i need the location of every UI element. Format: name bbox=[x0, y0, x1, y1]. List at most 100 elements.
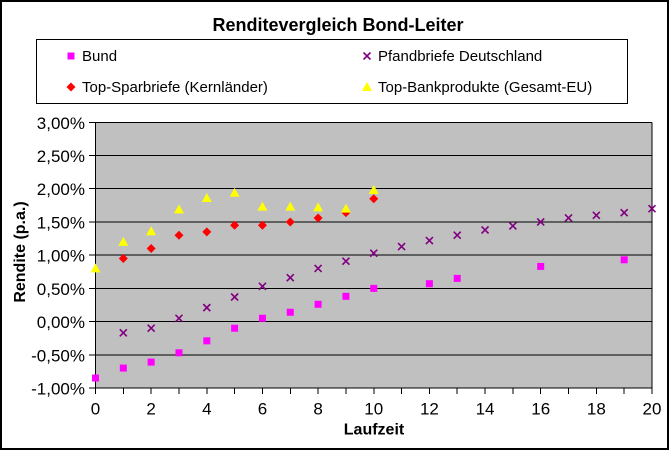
marker-square bbox=[67, 52, 75, 60]
x-tick-label: 8 bbox=[313, 400, 322, 419]
legend: Bund Pfandbriefe Deutschland Top-Sparbrief… bbox=[36, 39, 628, 104]
legend-item: Bund bbox=[64, 47, 117, 65]
marker-triangle bbox=[313, 202, 324, 212]
marker-triangle bbox=[90, 263, 101, 273]
marker-diamond bbox=[146, 244, 156, 254]
legend-diamond-icon bbox=[64, 80, 78, 94]
series-x bbox=[119, 204, 657, 337]
marker-diamond bbox=[285, 217, 295, 227]
x-tick-label: 4 bbox=[202, 400, 211, 419]
marker-x bbox=[119, 328, 128, 337]
legend-label: Top-Sparbriefe (Kernländer) bbox=[82, 78, 268, 96]
series-triangle bbox=[90, 185, 379, 273]
marker-x bbox=[536, 217, 545, 227]
legend-item: Pfandbriefe Deutschland bbox=[360, 47, 542, 65]
series-diamond bbox=[118, 194, 379, 263]
y-tick-label: 2,00% bbox=[37, 180, 85, 199]
marker-square bbox=[92, 374, 99, 382]
marker-x bbox=[592, 211, 601, 220]
y-tick-label: 1,00% bbox=[37, 247, 85, 266]
x-tick-label: 20 bbox=[643, 400, 662, 419]
marker-x bbox=[564, 213, 573, 223]
marker-diamond bbox=[66, 82, 76, 92]
marker-x bbox=[397, 242, 406, 251]
y-tick-label: -0,50% bbox=[31, 346, 85, 365]
marker-square bbox=[342, 292, 350, 300]
x-tick-label: 2 bbox=[146, 400, 155, 419]
y-tick-label: 2,50% bbox=[37, 147, 85, 166]
legend-square-icon bbox=[64, 49, 78, 63]
marker-x bbox=[362, 51, 372, 61]
y-tick-label: 1,50% bbox=[37, 213, 85, 232]
marker-square bbox=[620, 256, 628, 264]
chart-title: Renditevergleich Bond-Leiter bbox=[212, 15, 463, 35]
legend-label: Bund bbox=[82, 47, 118, 65]
marker-triangle bbox=[362, 82, 372, 91]
marker-x bbox=[369, 249, 378, 258]
marker-diamond bbox=[230, 220, 240, 230]
y-axis-title: Rendite (p.a.) bbox=[12, 201, 29, 302]
marker-square bbox=[119, 364, 127, 372]
series-square bbox=[92, 256, 628, 382]
marker-diamond bbox=[369, 194, 379, 204]
legend-item: Top-Sparbriefe (Kernländer) bbox=[64, 78, 268, 96]
marker-x bbox=[341, 257, 350, 266]
marker-triangle bbox=[229, 187, 240, 197]
marker-x bbox=[147, 324, 156, 333]
marker-triangle bbox=[146, 226, 157, 236]
marker-square bbox=[231, 324, 239, 332]
marker-triangle bbox=[340, 203, 351, 213]
marker-square bbox=[453, 274, 461, 282]
marker-x bbox=[508, 221, 517, 230]
marker-x bbox=[647, 204, 657, 213]
marker-diamond bbox=[313, 213, 323, 223]
marker-x bbox=[286, 273, 295, 282]
marker-diamond bbox=[257, 220, 267, 230]
marker-square bbox=[370, 284, 378, 292]
marker-x bbox=[314, 264, 323, 273]
marker-x bbox=[425, 236, 434, 245]
marker-x bbox=[258, 282, 267, 291]
x-tick-label: 12 bbox=[420, 400, 439, 419]
marker-triangle bbox=[118, 236, 129, 246]
x-tick-label: 18 bbox=[587, 400, 606, 419]
x-tick-label: 10 bbox=[364, 400, 383, 419]
x-axis-title: Laufzeit bbox=[344, 422, 405, 439]
marker-square bbox=[203, 337, 211, 345]
x-tick-label: 16 bbox=[531, 400, 550, 419]
marker-square bbox=[537, 262, 545, 270]
marker-x bbox=[230, 292, 239, 302]
marker-triangle bbox=[368, 185, 379, 195]
marker-square bbox=[147, 358, 155, 366]
marker-diamond bbox=[118, 253, 128, 263]
marker-x bbox=[480, 225, 490, 234]
marker-diamond bbox=[202, 227, 212, 237]
marker-x bbox=[174, 314, 184, 323]
marker-triangle bbox=[201, 193, 212, 203]
marker-x bbox=[453, 231, 462, 240]
marker-diamond bbox=[174, 230, 184, 240]
marker-x bbox=[620, 208, 629, 217]
y-tick-label: 0,50% bbox=[37, 280, 85, 299]
marker-square bbox=[175, 349, 183, 357]
legend-x-icon bbox=[360, 49, 374, 63]
marker-x bbox=[202, 303, 211, 312]
marker-triangle bbox=[173, 204, 184, 214]
y-tick-label: 3,00% bbox=[37, 114, 85, 133]
marker-square bbox=[286, 308, 294, 316]
x-tick-label: 14 bbox=[476, 400, 495, 419]
x-tick-label: 0 bbox=[91, 400, 100, 419]
x-tick-label: 6 bbox=[258, 400, 267, 419]
legend-label: Top-Bankprodukte (Gesamt-EU) bbox=[378, 78, 593, 96]
marker-square bbox=[425, 280, 433, 288]
y-tick-label: 0,00% bbox=[37, 313, 85, 332]
y-tick-label: -1,00% bbox=[31, 380, 85, 399]
plot-generated-layer: 3,00% 2,50% 2,00% 1,50% 1,00% 0,50% 0,00% -0,50… bbox=[31, 114, 661, 419]
legend-triangle-icon bbox=[360, 80, 374, 94]
marker-triangle bbox=[285, 201, 296, 211]
marker-triangle bbox=[257, 201, 268, 211]
legend-item: Top-Bankprodukte (Gesamt-EU) bbox=[360, 78, 592, 96]
legend-label: Pfandbriefe Deutschland bbox=[378, 47, 543, 65]
